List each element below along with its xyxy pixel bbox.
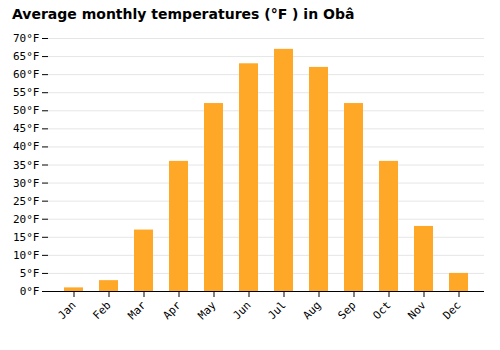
svg-text:Mar: Mar (125, 298, 149, 322)
svg-text:55°F: 55°F (13, 86, 40, 99)
svg-text:Apr: Apr (160, 298, 184, 322)
svg-text:Sep: Sep (335, 299, 358, 322)
svg-text:60°F: 60°F (13, 68, 40, 81)
svg-text:Nov: Nov (405, 298, 429, 322)
svg-text:Feb: Feb (90, 299, 113, 322)
svg-text:15°F: 15°F (13, 231, 40, 244)
svg-text:Jun: Jun (230, 299, 253, 322)
svg-text:50°F: 50°F (13, 104, 40, 117)
svg-text:40°F: 40°F (13, 140, 40, 153)
svg-text:35°F: 35°F (13, 159, 40, 172)
svg-text:Dec: Dec (440, 299, 463, 322)
html-text:Average monthly temperatures (: Average monthly temperatures (°F ) in Ob… (12, 6, 355, 22)
svg-text:45°F: 45°F (13, 122, 40, 135)
svg-text:0°F: 0°F (20, 285, 40, 298)
svg-text:65°F: 65°F (13, 50, 40, 63)
svg-text:20°F: 20°F (13, 213, 40, 226)
svg-text:30°F: 30°F (13, 177, 40, 190)
svg-text:Oct: Oct (370, 299, 393, 322)
svg-text:Jan: Jan (55, 299, 78, 322)
svg-text:10°F: 10°F (13, 249, 40, 262)
svg-text:5°F: 5°F (20, 267, 40, 280)
svg-text:70°F: 70°F (13, 32, 40, 45)
svg-text:Aug: Aug (300, 299, 323, 322)
svg-text:May: May (195, 298, 219, 322)
svg-text:Jul: Jul (265, 299, 288, 322)
svg-text:25°F: 25°F (13, 195, 40, 208)
